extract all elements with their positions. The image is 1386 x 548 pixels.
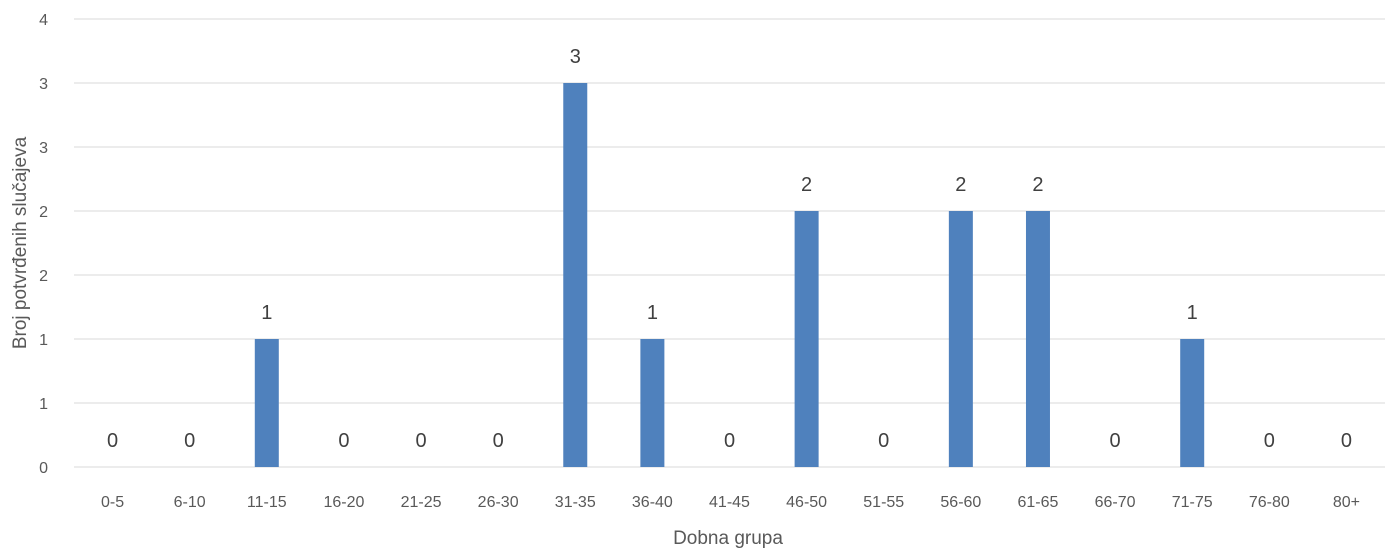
y-tick-label: 4 <box>39 12 48 29</box>
x-tick-label: 80+ <box>1333 494 1360 511</box>
x-tick-label: 71-75 <box>1172 494 1213 511</box>
data-label: 0 <box>338 430 349 452</box>
x-tick-label: 11-15 <box>247 494 287 511</box>
x-tick-label: 21-25 <box>401 494 442 511</box>
x-tick-label: 26-30 <box>478 494 519 511</box>
y-tick-label: 2 <box>39 204 48 221</box>
x-tick-label: 46-50 <box>786 494 827 511</box>
y-tick-label: 3 <box>39 140 48 157</box>
x-tick-label: 51-55 <box>863 494 904 511</box>
gridlines <box>74 18 1385 468</box>
y-tick-label: 0 <box>39 460 48 477</box>
y-tick-label: 3 <box>39 76 48 93</box>
data-label: 0 <box>184 430 195 452</box>
data-label: 2 <box>955 174 966 196</box>
y-axis-tick-labels: 0 1 1 2 2 3 3 4 <box>39 12 48 477</box>
data-label: 0 <box>493 430 504 452</box>
data-label: 2 <box>801 174 812 196</box>
data-label: 0 <box>724 430 735 452</box>
y-tick-label: 1 <box>39 396 48 413</box>
data-label: 1 <box>261 302 272 324</box>
x-tick-label: 56-60 <box>940 494 981 511</box>
data-label: 0 <box>1341 430 1352 452</box>
data-label: 3 <box>570 46 581 68</box>
x-tick-label: 31-35 <box>555 494 596 511</box>
data-label: 1 <box>1187 302 1198 324</box>
bar <box>794 211 819 467</box>
x-tick-label: 0-5 <box>101 494 124 511</box>
x-tick-label: 61-65 <box>1018 494 1059 511</box>
x-axis-title: Dobna grupa <box>673 528 783 548</box>
x-tick-label: 6-10 <box>174 494 206 511</box>
bar <box>563 83 588 467</box>
data-label: 0 <box>1110 430 1121 452</box>
x-tick-label: 36-40 <box>632 494 673 511</box>
data-label: 1 <box>647 302 658 324</box>
bar <box>640 339 665 467</box>
bar <box>1025 211 1050 467</box>
bar <box>254 339 279 467</box>
x-tick-label: 41-45 <box>709 494 750 511</box>
data-label: 0 <box>107 430 118 452</box>
bar <box>948 211 973 467</box>
data-label: 0 <box>1264 430 1275 452</box>
y-axis-title: Broj potvrđenih slučajeva <box>10 136 31 349</box>
data-label: 0 <box>415 430 426 452</box>
data-label: 0 <box>878 430 889 452</box>
data-label: 2 <box>1032 174 1043 196</box>
y-tick-label: 2 <box>39 268 48 285</box>
bars <box>254 83 1205 467</box>
data-labels: 0 0 1 0 0 0 3 1 0 2 0 2 2 0 1 0 0 <box>107 46 1352 452</box>
x-tick-label: 16-20 <box>323 494 364 511</box>
y-tick-label: 1 <box>39 332 48 349</box>
x-tick-label: 76-80 <box>1249 494 1290 511</box>
x-axis-tick-labels: 0-5 6-10 11-15 16-20 21-25 26-30 31-35 36-40 41-… <box>101 494 1360 511</box>
x-tick-label: 66-70 <box>1095 494 1136 511</box>
bar <box>1180 339 1205 467</box>
